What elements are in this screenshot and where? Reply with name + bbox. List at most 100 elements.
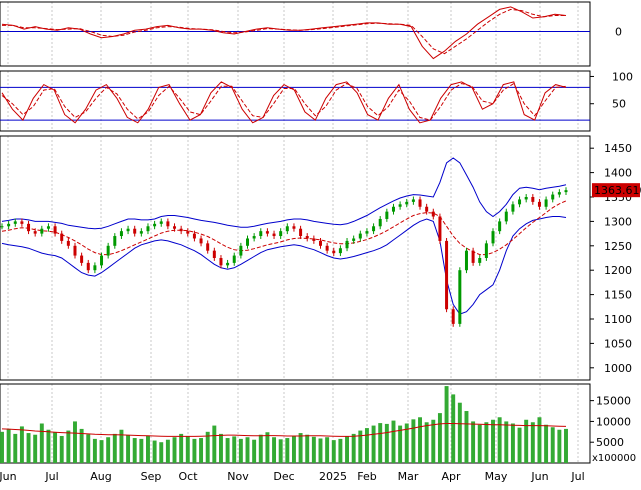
volume-bar bbox=[106, 437, 111, 463]
candle-body bbox=[438, 216, 442, 241]
candle-body bbox=[146, 226, 150, 232]
panel-frames bbox=[0, 1, 591, 464]
x-tick-label: Jul bbox=[570, 470, 584, 483]
candle-body bbox=[365, 231, 369, 234]
volume-bar bbox=[564, 428, 568, 463]
bollinger-lower-band bbox=[1, 216, 567, 315]
candle-body bbox=[372, 226, 376, 232]
volume-bar bbox=[517, 427, 522, 463]
volume-bar bbox=[318, 438, 323, 463]
candle-body bbox=[431, 211, 435, 217]
volume-bar bbox=[112, 433, 117, 463]
candle-body bbox=[285, 226, 289, 232]
candle-body bbox=[166, 221, 170, 227]
volume-bar bbox=[537, 417, 542, 463]
price-y-tick: 1150 bbox=[604, 289, 632, 302]
candle-body bbox=[405, 201, 409, 205]
volume-bar bbox=[384, 423, 389, 463]
volume-bar bbox=[19, 426, 24, 463]
candle-body bbox=[411, 199, 415, 202]
volume-bar bbox=[252, 439, 257, 463]
candle-body bbox=[272, 233, 276, 237]
price-y-tick: 1400 bbox=[604, 167, 632, 180]
volume-bar bbox=[504, 421, 509, 463]
candle-body bbox=[206, 243, 210, 251]
candle-body bbox=[119, 231, 123, 237]
candle-body bbox=[491, 231, 495, 244]
volume-bar bbox=[258, 434, 263, 463]
volume-moving-average bbox=[1, 423, 567, 437]
candle-body bbox=[464, 250, 468, 271]
candle-body bbox=[133, 228, 137, 234]
volume-bar bbox=[99, 440, 104, 463]
candle-body bbox=[511, 204, 515, 212]
price-y-tick: 1000 bbox=[604, 362, 632, 375]
candle-body bbox=[13, 221, 17, 224]
volume-bar bbox=[73, 421, 77, 463]
candle-body bbox=[325, 245, 329, 251]
volume-bar bbox=[139, 438, 144, 463]
candle-body bbox=[292, 226, 296, 229]
candle-body bbox=[564, 190, 568, 193]
volume-bar bbox=[92, 438, 97, 463]
volume-bar bbox=[391, 420, 396, 463]
volume-bar bbox=[451, 394, 456, 463]
x-tick-label: Feb bbox=[357, 470, 376, 483]
x-tick-label: Jul bbox=[44, 470, 58, 483]
price-panel bbox=[0, 157, 568, 327]
volume-bar bbox=[212, 425, 217, 463]
candle-body bbox=[106, 245, 110, 256]
candle-body bbox=[33, 231, 37, 234]
candle-body bbox=[239, 245, 243, 256]
volume-bar bbox=[331, 440, 336, 463]
candle-body bbox=[385, 211, 389, 219]
volume-panel bbox=[0, 386, 568, 463]
price-y-tick: 1100 bbox=[604, 313, 632, 326]
volume-bar bbox=[351, 433, 356, 463]
volume-bar bbox=[126, 435, 131, 463]
volume-bar bbox=[418, 417, 422, 463]
candle-body bbox=[265, 231, 269, 234]
price-y-tick: 1050 bbox=[604, 337, 632, 350]
candle-body bbox=[318, 240, 322, 246]
candle-body bbox=[226, 262, 230, 266]
panel-frame-0 bbox=[0, 1, 591, 67]
candle-body bbox=[305, 236, 309, 239]
volume-bar bbox=[232, 436, 237, 463]
volume-bar bbox=[132, 438, 137, 463]
candle-body bbox=[66, 240, 70, 246]
candle-body bbox=[53, 226, 57, 234]
volume-bar bbox=[371, 425, 376, 463]
volume-bar bbox=[345, 436, 350, 463]
volume-bar bbox=[530, 422, 535, 463]
volume-bar bbox=[46, 429, 51, 463]
volume-bar bbox=[205, 431, 210, 463]
volume-bar bbox=[119, 429, 124, 463]
candle-body bbox=[179, 228, 183, 232]
candle-body bbox=[252, 236, 256, 239]
x-tick-label: Dec bbox=[273, 470, 294, 483]
candle-body bbox=[46, 226, 50, 229]
candle-body bbox=[537, 201, 541, 207]
candle-body bbox=[100, 255, 104, 266]
candle-body bbox=[0, 226, 4, 228]
volume-bar bbox=[305, 434, 310, 463]
panel-frame-2 bbox=[0, 135, 591, 381]
price-y-tick: 1450 bbox=[604, 142, 632, 155]
candle-body bbox=[60, 233, 64, 241]
x-tick-label: Oct bbox=[178, 470, 198, 483]
volume-bar bbox=[298, 433, 303, 463]
volume-bar bbox=[524, 419, 529, 463]
volume-bar bbox=[557, 429, 562, 463]
volume-bar bbox=[272, 437, 277, 463]
reference-lines bbox=[0, 31, 590, 121]
volume-bar bbox=[59, 435, 64, 463]
volume-bar bbox=[325, 437, 330, 463]
momentum-y-tick: 0 bbox=[615, 26, 622, 39]
volume-bar bbox=[291, 435, 296, 463]
candle-body bbox=[471, 250, 475, 263]
volume-bar bbox=[146, 435, 150, 463]
volume-bar bbox=[218, 433, 223, 463]
candle-body bbox=[345, 240, 349, 249]
candle-body bbox=[557, 192, 561, 195]
